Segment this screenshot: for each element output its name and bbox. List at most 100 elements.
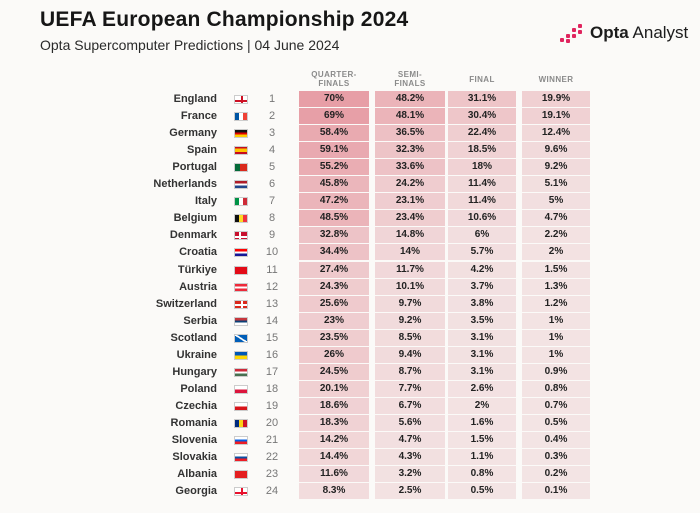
probability-cell: 23.5% bbox=[299, 329, 369, 346]
probability-cell: 2% bbox=[522, 244, 590, 261]
italy-flag-icon bbox=[234, 197, 248, 207]
probability-cell: 9.4% bbox=[375, 346, 445, 363]
team-name: Serbia bbox=[183, 314, 217, 327]
rank-number: 17 bbox=[265, 365, 279, 378]
probability-cell: 6.7% bbox=[375, 397, 445, 414]
probability-cell: 0.9% bbox=[522, 363, 590, 380]
probability-cell: 9.6% bbox=[522, 142, 590, 159]
probability-cell: 9.2% bbox=[522, 159, 590, 176]
column-header: FINAL bbox=[469, 75, 495, 84]
rank-number: 11 bbox=[266, 263, 278, 276]
rank-number: 15 bbox=[265, 331, 279, 344]
rank-number: 22 bbox=[265, 451, 279, 464]
probability-cell: 34.4% bbox=[299, 244, 369, 261]
probability-cell: 24.2% bbox=[375, 176, 445, 193]
probability-cell: 4.7% bbox=[375, 432, 445, 448]
team-name: Georgia bbox=[175, 485, 217, 498]
probability-cell: 3.5% bbox=[448, 312, 516, 329]
probability-cell: 33.6% bbox=[375, 159, 445, 176]
probability-cell: 4.2% bbox=[448, 261, 516, 278]
hungary-flag-icon bbox=[234, 367, 248, 377]
probability-cell: 5% bbox=[522, 193, 590, 210]
probability-cell: 1.2% bbox=[522, 295, 590, 312]
probability-cell: 27.4% bbox=[299, 261, 369, 278]
rank-number: 4 bbox=[268, 144, 276, 157]
probability-cell: 25.6% bbox=[299, 295, 369, 312]
probability-cell: 32.3% bbox=[375, 142, 445, 159]
probability-cell: 0.5% bbox=[448, 483, 516, 500]
probability-cell: 24.3% bbox=[299, 278, 369, 295]
probability-cell: 2.5% bbox=[375, 483, 445, 500]
georgia-flag-icon bbox=[234, 487, 248, 497]
opta-logo-icon bbox=[560, 22, 586, 44]
slovakia-flag-icon bbox=[234, 453, 248, 463]
probability-cell: 0.3% bbox=[522, 449, 590, 466]
rank-number: 23 bbox=[265, 468, 279, 481]
probability-cell: 19.1% bbox=[522, 108, 590, 125]
turkiye-flag-icon bbox=[234, 265, 248, 275]
poland-flag-icon bbox=[234, 384, 248, 394]
rank-number: 6 bbox=[268, 178, 276, 191]
probability-cell: 32.8% bbox=[299, 227, 369, 244]
probability-cell: 22.4% bbox=[448, 125, 516, 142]
probability-cell: 9.7% bbox=[375, 295, 445, 312]
team-name: Poland bbox=[180, 382, 217, 395]
team-name: France bbox=[180, 110, 217, 123]
rank-number: 13 bbox=[265, 297, 279, 310]
team-name: Czechia bbox=[175, 399, 217, 412]
spain-flag-icon bbox=[234, 146, 248, 156]
team-name: Slovenia bbox=[171, 434, 217, 446]
probability-cell: 0.2% bbox=[522, 466, 590, 483]
team-name: Hungary bbox=[172, 365, 217, 378]
probability-cell: 48.1% bbox=[375, 108, 445, 125]
probability-cell: 23.1% bbox=[375, 193, 445, 210]
probability-cell: 14.2% bbox=[299, 432, 369, 448]
probability-cell: 7.7% bbox=[375, 380, 445, 397]
probability-cell: 10.1% bbox=[375, 278, 445, 295]
team-name: Ukraine bbox=[176, 348, 217, 361]
team-name: Austria bbox=[179, 280, 217, 293]
probability-cell: 18.3% bbox=[299, 414, 369, 431]
team-name: Spain bbox=[187, 144, 217, 157]
probability-cell: 3.1% bbox=[448, 346, 516, 363]
rank-number: 8 bbox=[268, 212, 276, 225]
team-name: Croatia bbox=[179, 246, 217, 259]
probability-cell: 70% bbox=[299, 91, 369, 107]
opta-analyst-logo: Opta Analyst bbox=[560, 22, 688, 44]
rank-number: 2 bbox=[268, 110, 276, 123]
probability-cell: 20.1% bbox=[299, 380, 369, 397]
probability-cell: 55.2% bbox=[299, 159, 369, 176]
probability-cell: 23% bbox=[299, 312, 369, 329]
team-name: Netherlands bbox=[153, 178, 217, 191]
probability-cell: 1% bbox=[522, 346, 590, 363]
czechia-flag-icon bbox=[234, 401, 248, 411]
rank-number: 19 bbox=[265, 399, 279, 412]
column-header: QUARTER- FINALS bbox=[311, 70, 357, 88]
probability-cell: 2.2% bbox=[522, 227, 590, 244]
scotland-flag-icon bbox=[234, 333, 248, 343]
probability-cell: 8.7% bbox=[375, 363, 445, 380]
probability-cell: 23.4% bbox=[375, 210, 445, 227]
rank-number: 9 bbox=[268, 229, 276, 242]
rank-number: 3 bbox=[268, 127, 276, 140]
probability-cell: 5.7% bbox=[448, 244, 516, 261]
team-name: Türkiye bbox=[177, 263, 217, 276]
probability-cell: 9.2% bbox=[375, 312, 445, 329]
probability-cell: 19.9% bbox=[522, 91, 590, 107]
team-name: England bbox=[173, 93, 217, 105]
rank-number: 10 bbox=[265, 246, 279, 259]
probability-cell: 14.8% bbox=[375, 227, 445, 244]
team-name: Albania bbox=[177, 468, 217, 481]
switzerland-flag-icon bbox=[234, 299, 248, 309]
portugal-flag-icon bbox=[234, 163, 248, 173]
team-name: Germany bbox=[169, 127, 217, 140]
team-name: Switzerland bbox=[155, 297, 217, 310]
rank-number: 21 bbox=[265, 434, 279, 446]
probability-cell: 18.6% bbox=[299, 397, 369, 414]
probability-cell: 2% bbox=[448, 397, 516, 414]
probability-cell: 58.4% bbox=[299, 125, 369, 142]
probability-cell: 0.8% bbox=[522, 380, 590, 397]
probability-cell: 12.4% bbox=[522, 125, 590, 142]
rank-number: 7 bbox=[268, 195, 276, 208]
probability-cell: 11.7% bbox=[375, 261, 445, 278]
